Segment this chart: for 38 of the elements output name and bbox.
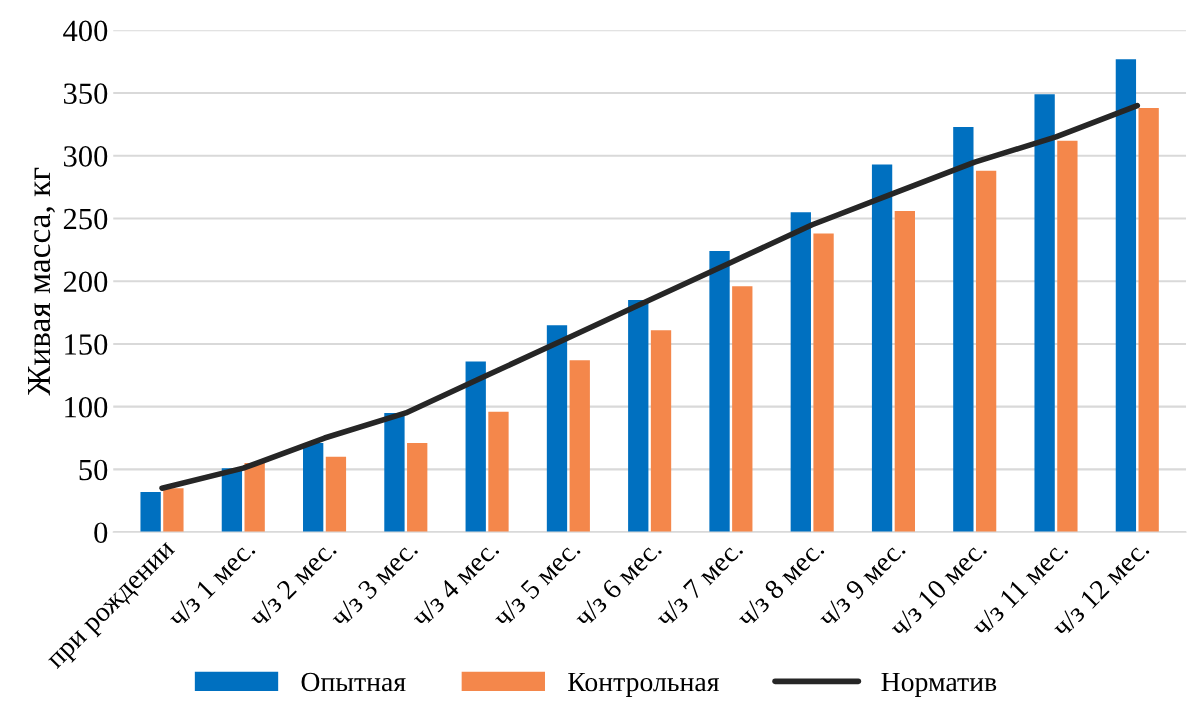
bar <box>790 212 811 533</box>
bar <box>569 360 590 533</box>
bar <box>628 300 649 533</box>
y-tick-label: 300 <box>64 146 108 167</box>
bar <box>894 210 915 533</box>
y-tick-label: 100 <box>65 396 108 418</box>
bar <box>975 170 997 533</box>
legend-label: Опытная <box>301 672 406 692</box>
bar <box>650 330 672 533</box>
bar <box>1115 59 1137 533</box>
bar <box>546 325 568 533</box>
bar <box>813 233 834 533</box>
y-tick-label: 0 <box>94 522 108 544</box>
bar <box>140 491 161 533</box>
bar <box>384 412 405 533</box>
bar <box>953 126 974 533</box>
bar <box>303 443 324 533</box>
bar <box>1034 94 1055 533</box>
bar <box>871 164 893 533</box>
legend-label: Контрольная <box>568 672 719 697</box>
y-tick-label: 250 <box>63 208 108 230</box>
y-tick-label: 400 <box>63 20 108 42</box>
bar <box>709 251 730 533</box>
y-tick-label: 50 <box>79 459 108 481</box>
y-axis-title: Живая масса, кг <box>28 167 56 396</box>
bar <box>488 411 509 533</box>
y-tick-label: 150 <box>65 334 108 355</box>
bar <box>244 463 265 533</box>
bar <box>1057 140 1078 533</box>
bar <box>732 286 753 533</box>
legend-label: Норматив <box>881 672 997 697</box>
bar <box>1138 108 1159 533</box>
bar <box>163 488 184 533</box>
bar <box>325 456 347 533</box>
y-tick-label: 350 <box>64 83 108 104</box>
y-tick-label: 200 <box>63 271 108 293</box>
bar <box>465 361 486 533</box>
bar <box>407 443 428 533</box>
